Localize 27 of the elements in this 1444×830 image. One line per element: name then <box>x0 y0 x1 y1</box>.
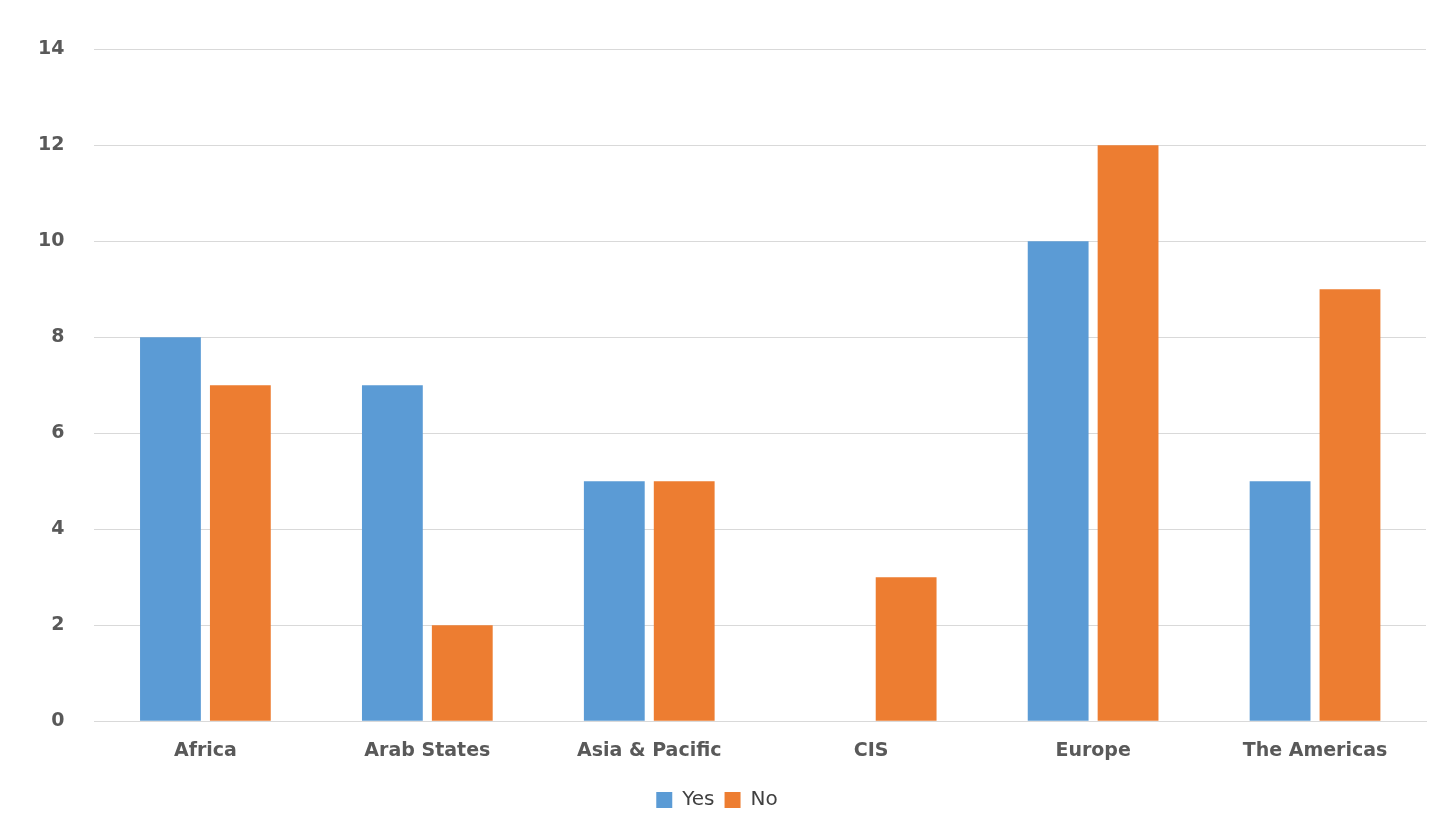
y-tick-label: 0 <box>51 708 65 731</box>
legend-label: No <box>750 786 778 811</box>
bar <box>140 337 201 721</box>
bar <box>1027 241 1089 721</box>
y-tick-label: 10 <box>37 228 65 251</box>
bar <box>1319 289 1381 721</box>
bar <box>431 625 493 721</box>
y-tick-label: 8 <box>51 324 65 347</box>
bar <box>1249 481 1311 721</box>
y-tick-label: 4 <box>51 516 65 539</box>
bar <box>361 385 423 721</box>
bar <box>209 385 271 721</box>
y-tick-label: 6 <box>51 420 65 443</box>
bar <box>583 481 645 721</box>
bar <box>875 577 937 721</box>
y-tick-label: 12 <box>37 132 65 155</box>
x-tick-label: Arab States <box>364 737 491 760</box>
x-tick-label: Europe <box>1055 737 1131 760</box>
y-tick-label: 2 <box>51 612 65 635</box>
x-tick-label: Africa <box>173 737 237 760</box>
bar <box>653 481 715 721</box>
bar <box>1097 145 1159 721</box>
legend-label: Yes <box>681 786 715 811</box>
x-tick-label: Asia & Pacific <box>577 737 722 760</box>
y-tick-label: 14 <box>37 36 65 59</box>
x-tick-label: CIS <box>853 737 889 760</box>
x-tick-label: The Americas <box>1242 737 1388 760</box>
